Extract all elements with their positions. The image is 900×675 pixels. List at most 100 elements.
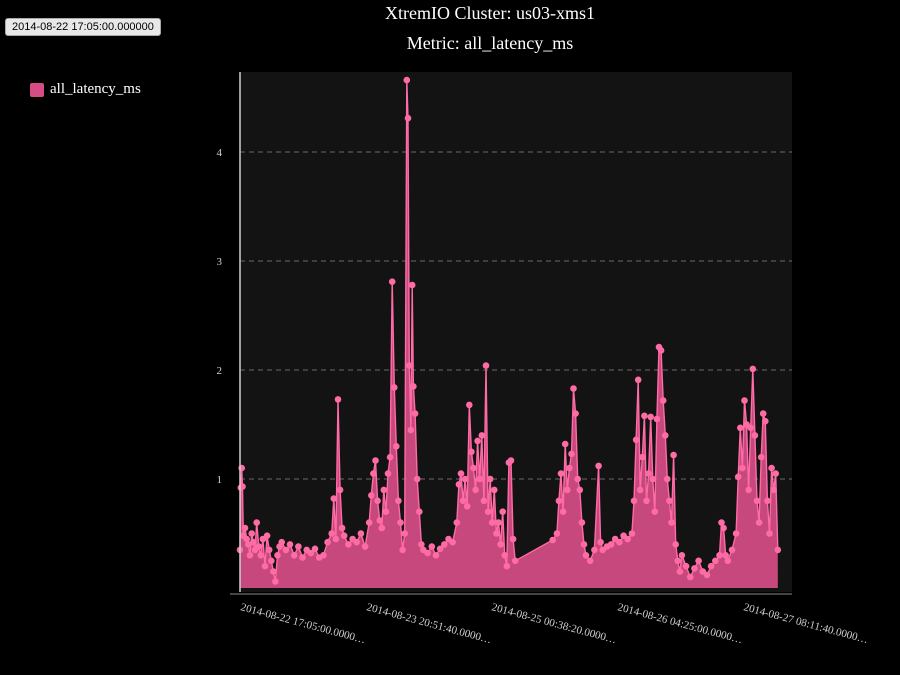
data-point[interactable] — [463, 503, 471, 510]
data-point[interactable] — [328, 530, 336, 537]
data-point[interactable] — [272, 578, 279, 585]
data-point[interactable] — [391, 384, 398, 391]
data-point[interactable] — [768, 464, 775, 472]
data-point[interactable] — [507, 457, 515, 464]
data-point[interactable] — [388, 278, 396, 286]
data-point[interactable] — [491, 486, 498, 494]
data-point[interactable] — [636, 486, 644, 494]
data-point[interactable] — [436, 545, 444, 553]
data-point[interactable] — [370, 470, 377, 477]
data-point[interactable] — [486, 475, 494, 483]
data-point[interactable] — [724, 557, 732, 565]
data-point[interactable] — [336, 486, 344, 494]
data-point[interactable] — [411, 410, 419, 417]
data-point[interactable] — [418, 541, 425, 548]
data-point[interactable] — [320, 552, 327, 559]
data-point[interactable] — [250, 538, 257, 546]
data-point[interactable] — [564, 486, 571, 494]
data-point[interactable] — [549, 536, 556, 544]
data-point[interactable] — [353, 538, 361, 546]
data-point[interactable] — [393, 443, 400, 450]
data-point[interactable] — [407, 426, 415, 434]
data-point[interactable] — [647, 413, 654, 421]
data-point[interactable] — [670, 451, 677, 459]
data-point[interactable] — [755, 519, 763, 526]
data-point[interactable] — [376, 517, 384, 524]
data-point[interactable] — [340, 532, 348, 539]
data-point[interactable] — [687, 573, 694, 581]
data-point[interactable] — [728, 546, 736, 554]
data-point[interactable] — [246, 552, 254, 559]
data-point[interactable] — [365, 519, 373, 526]
data-point[interactable] — [461, 475, 469, 483]
data-point[interactable] — [572, 410, 579, 417]
data-point[interactable] — [707, 562, 715, 570]
data-point[interactable] — [239, 483, 246, 490]
data-point[interactable] — [399, 546, 406, 554]
data-point[interactable] — [653, 415, 661, 423]
data-point[interactable] — [703, 571, 711, 579]
data-point[interactable] — [732, 530, 740, 537]
data-point[interactable] — [659, 397, 667, 404]
data-point[interactable] — [416, 508, 423, 515]
data-point[interactable] — [472, 486, 479, 494]
data-point[interactable] — [263, 532, 271, 539]
data-point[interactable] — [403, 76, 411, 84]
data-point[interactable] — [410, 383, 417, 390]
data-point[interactable] — [582, 552, 590, 559]
data-point[interactable] — [338, 524, 346, 532]
data-point[interactable] — [248, 530, 255, 537]
data-point[interactable] — [624, 535, 631, 543]
data-point[interactable] — [628, 530, 636, 537]
data-point[interactable] — [718, 519, 725, 526]
data-point[interactable] — [255, 543, 263, 550]
data-point[interactable] — [668, 519, 675, 526]
data-point[interactable] — [495, 519, 502, 526]
data-point[interactable] — [664, 475, 671, 483]
data-point[interactable] — [357, 530, 365, 537]
data-point[interactable] — [449, 538, 456, 546]
data-point[interactable] — [557, 470, 565, 477]
data-point[interactable] — [672, 541, 679, 548]
data-point[interactable] — [307, 549, 315, 557]
data-point[interactable] — [772, 470, 779, 477]
data-point[interactable] — [245, 541, 252, 548]
data-point[interactable] — [488, 519, 496, 526]
data-point[interactable] — [559, 508, 567, 515]
data-point[interactable] — [741, 397, 748, 404]
data-point[interactable] — [561, 440, 569, 448]
data-point[interactable] — [324, 538, 331, 546]
data-point[interactable] — [474, 437, 481, 445]
data-point[interactable] — [570, 385, 577, 392]
data-point[interactable] — [509, 535, 517, 543]
data-point[interactable] — [753, 497, 761, 505]
data-point[interactable] — [649, 475, 657, 483]
data-point[interactable] — [265, 546, 273, 554]
data-point[interactable] — [759, 410, 767, 417]
data-point[interactable] — [737, 424, 744, 432]
data-point[interactable] — [290, 552, 298, 559]
data-point[interactable] — [453, 519, 461, 526]
data-point[interactable] — [645, 470, 652, 477]
data-point[interactable] — [499, 508, 507, 515]
data-point[interactable] — [634, 376, 642, 384]
data-point[interactable] — [641, 412, 648, 420]
data-point[interactable] — [766, 530, 773, 537]
data-point[interactable] — [278, 538, 286, 546]
data-point[interactable] — [482, 362, 490, 369]
data-point[interactable] — [386, 453, 394, 461]
data-point[interactable] — [253, 519, 260, 526]
data-point[interactable] — [282, 546, 290, 554]
data-point[interactable] — [734, 473, 742, 481]
data-point[interactable] — [408, 281, 416, 289]
data-point[interactable] — [378, 524, 386, 532]
data-point[interactable] — [295, 543, 302, 550]
data-point[interactable] — [578, 519, 586, 526]
data-point[interactable] — [678, 552, 686, 559]
data-point[interactable] — [243, 535, 250, 543]
data-point[interactable] — [749, 365, 757, 373]
data-point[interactable] — [406, 362, 413, 369]
data-point[interactable] — [372, 457, 379, 464]
data-point[interactable] — [657, 347, 665, 354]
